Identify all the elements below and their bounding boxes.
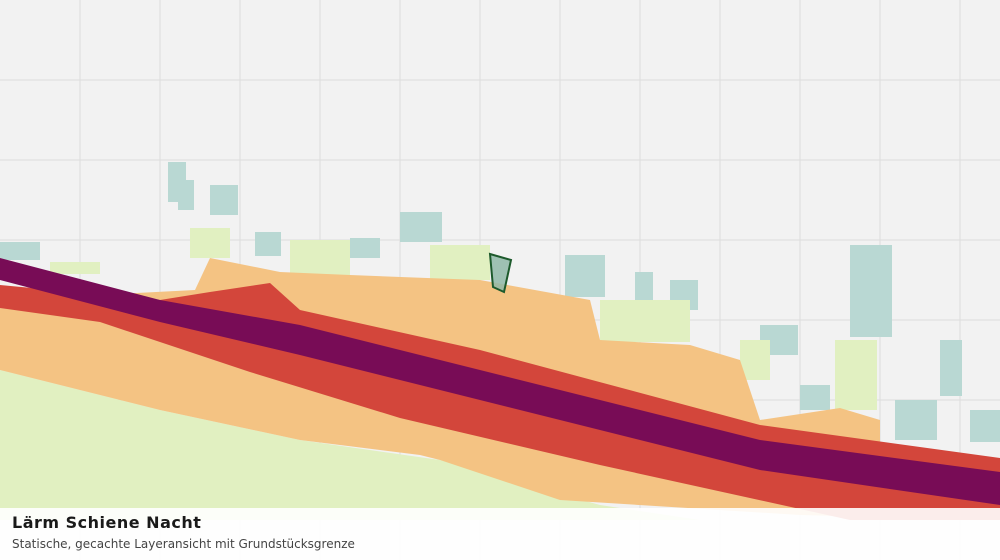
noise-lowest-blobs xyxy=(50,228,877,410)
noise-band-lowest xyxy=(0,370,700,520)
noise-low-blobs xyxy=(0,162,1000,442)
legend-panel xyxy=(0,508,1000,560)
parcel-boundary[interactable] xyxy=(488,252,513,294)
noise-band-very-high xyxy=(0,258,1000,505)
panel-title: Lärm Schiene Nacht xyxy=(12,513,201,532)
panel-subtitle: Statische, gecachte Layeransicht mit Gru… xyxy=(12,537,355,551)
